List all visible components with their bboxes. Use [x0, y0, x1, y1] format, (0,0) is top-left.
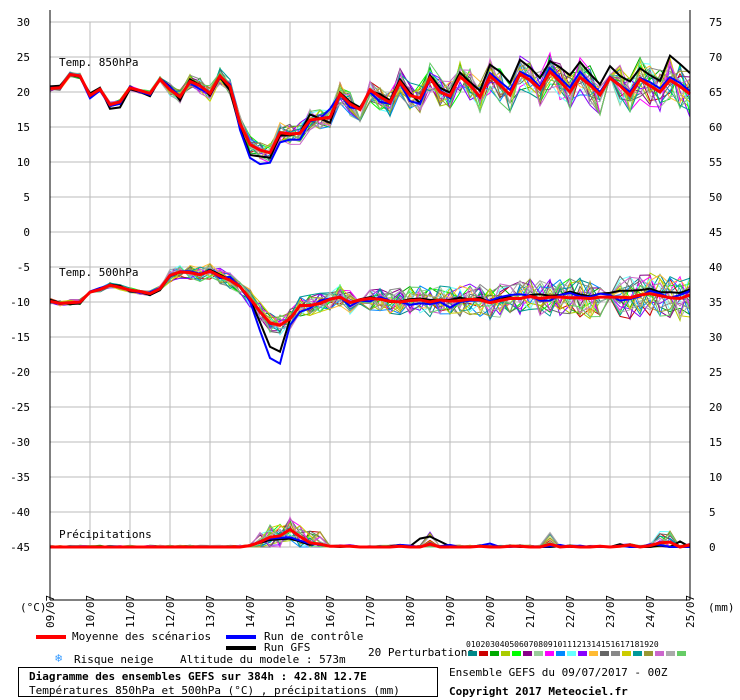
x-tick-label: 14/07 [244, 595, 257, 628]
y-right-tick-label: 0 [709, 541, 716, 554]
y-right-tick-label: 15 [709, 436, 722, 449]
perturbation-swatch [567, 651, 576, 656]
y-right-unit: (mm) [708, 601, 735, 614]
perturbation-swatch [512, 651, 521, 656]
y-right-tick-label: 45 [709, 226, 722, 239]
y-right-tick-label: 40 [709, 261, 722, 274]
x-tick-label: 24/07 [644, 595, 657, 628]
x-tick-label: 10/07 [84, 595, 97, 628]
perturbation-swatch [666, 651, 675, 656]
footer-box: Diagramme des ensembles GEFS sur 384h : … [18, 667, 438, 697]
y-right-tick-label: 65 [709, 86, 722, 99]
y-left-tick-label: -45 [10, 541, 30, 554]
perturbation-swatch [677, 651, 686, 656]
y-right-tick-label: 10 [709, 471, 722, 484]
y-right-tick-label: 75 [709, 16, 722, 29]
chart-title: Diagramme des ensembles GEFS sur 384h : … [29, 670, 367, 683]
legend-gfs-label: Run GFS [264, 641, 311, 654]
x-tick-label: 18/07 [404, 595, 417, 628]
y-left-tick-label: 20 [17, 86, 30, 99]
x-tick-label: 11/07 [124, 595, 137, 628]
chart-subtitle: Températures 850hPa et 500hPa (°C) , pré… [29, 684, 400, 697]
perturbation-swatch [490, 651, 499, 656]
y-left-tick-label: -10 [10, 296, 30, 309]
y-right-tick-label: 70 [709, 51, 722, 64]
legend-altitude-label: Altitude du modele : 573m [180, 653, 346, 666]
x-tick-label: 17/07 [364, 595, 377, 628]
perturbation-swatch [655, 651, 664, 656]
perturbation-swatch [534, 651, 543, 656]
y-left-tick-label: -30 [10, 436, 30, 449]
y-left-tick-label: 0 [23, 226, 30, 239]
y-left-tick-label: -25 [10, 401, 30, 414]
panel-label: Temp. 850hPa [59, 56, 138, 69]
ensemble-mean-line [50, 527, 691, 549]
perturbation-swatch [622, 651, 631, 656]
legend-perturbations-label: 20 Perturbations [368, 646, 474, 659]
perturbation-id-row: 0102030405060708091011121314151617181920 [466, 640, 659, 649]
y-left-tick-label: 5 [23, 191, 30, 204]
y-left-tick-label: -5 [17, 261, 30, 274]
legend-snow-label: Risque neige [74, 653, 154, 666]
chart-axes [49, 10, 691, 601]
y-right-tick-label: 35 [709, 296, 722, 309]
x-tick-label: 16/07 [324, 595, 337, 628]
perturbation-swatch [545, 651, 554, 656]
perturbation-swatch [578, 651, 587, 656]
legend-control-swatch [226, 635, 256, 639]
x-tick-label: 09/07 [44, 595, 57, 628]
y-left-tick-label: 15 [17, 121, 30, 134]
y-left-tick-label: 10 [17, 156, 30, 169]
y-right-tick-label: 30 [709, 331, 722, 344]
x-tick-label: 22/07 [564, 595, 577, 628]
run-info: Ensemble GEFS du 09/07/2017 - 00Z [449, 666, 668, 679]
x-tick-label: 13/07 [204, 595, 217, 628]
main-lines [49, 53, 691, 549]
y-right-tick-label: 55 [709, 156, 722, 169]
x-tick-label: 25/07 [684, 595, 697, 628]
snowflake-icon: ❄ [55, 651, 63, 665]
ensemble-mean-line [49, 269, 691, 327]
ensemble-mean-line [49, 69, 691, 155]
perturbation-swatch [589, 651, 598, 656]
legend-mean-swatch [36, 635, 66, 639]
panel-label: Précipitations [59, 528, 152, 541]
y-left-tick-label: 30 [17, 16, 30, 29]
x-tick-label: 12/07 [164, 595, 177, 628]
y-right-tick-label: 50 [709, 191, 722, 204]
perturbation-swatch [468, 651, 477, 656]
perturbation-swatch [556, 651, 565, 656]
perturbation-swatch [501, 651, 510, 656]
perturbation-swatch [479, 651, 488, 656]
perturbation-swatch [523, 651, 532, 656]
y-right-tick-label: 60 [709, 121, 722, 134]
y-right-tick-label: 25 [709, 366, 722, 379]
copyright: Copyright 2017 Meteociel.fr [449, 685, 628, 698]
y-left-tick-label: -40 [10, 506, 30, 519]
perturbation-swatch [600, 651, 609, 656]
chart-grid [49, 21, 691, 548]
x-tick-label: 21/07 [524, 595, 537, 628]
y-left-tick-label: -35 [10, 471, 30, 484]
y-right-tick-label: 5 [709, 506, 716, 519]
x-tick-label: 15/07 [284, 595, 297, 628]
x-tick-label: 19/07 [444, 595, 457, 628]
y-left-tick-label: -15 [10, 331, 30, 344]
perturbation-swatch [644, 651, 653, 656]
x-tick-label: 23/07 [604, 595, 617, 628]
y-left-tick-label: -20 [10, 366, 30, 379]
legend-mean-label: Moyenne des scénarios [72, 630, 212, 643]
perturbation-swatch [611, 651, 620, 656]
legend-control-label: Run de contrôle [264, 630, 364, 643]
panel-label: Temp. 500hPa [59, 266, 138, 279]
y-left-unit: (°C) [20, 601, 47, 614]
legend-gfs-swatch [226, 646, 256, 650]
y-left-tick-label: 25 [17, 51, 30, 64]
y-right-tick-label: 20 [709, 401, 722, 414]
x-tick-label: 20/07 [484, 595, 497, 628]
perturbation-swatch [633, 651, 642, 656]
